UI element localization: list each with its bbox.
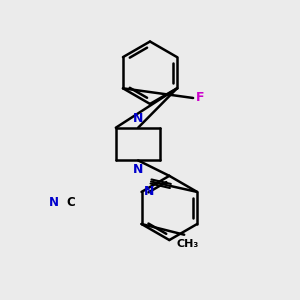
Text: N: N	[48, 196, 59, 208]
Text: N: N	[133, 163, 143, 176]
Text: C: C	[67, 196, 76, 208]
Text: N: N	[144, 185, 154, 198]
Text: F: F	[196, 92, 205, 104]
Text: N: N	[133, 112, 143, 125]
Text: CH₃: CH₃	[176, 239, 198, 249]
